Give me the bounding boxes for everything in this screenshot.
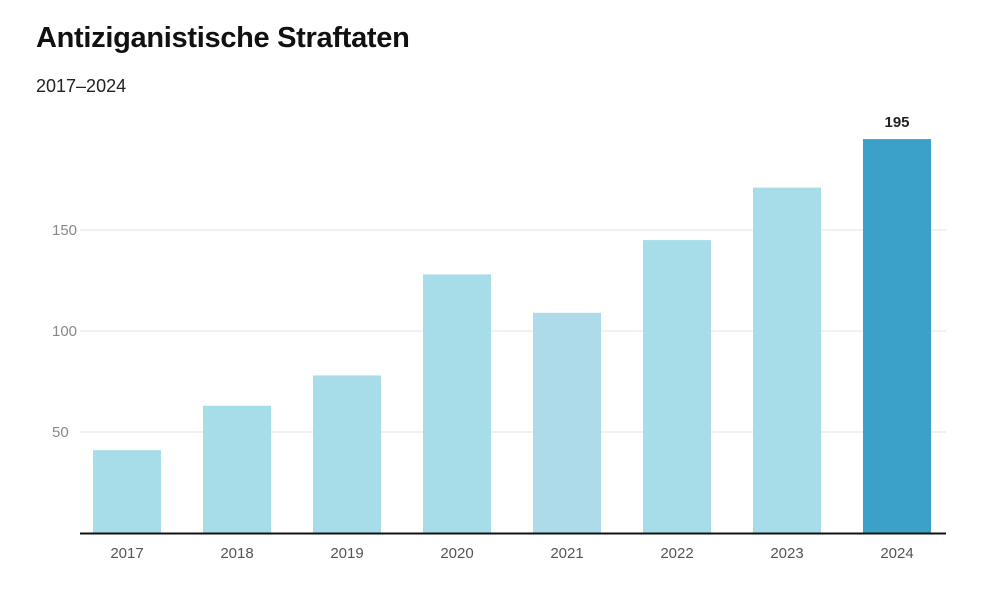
x-tick-label-2018: 2018 bbox=[220, 545, 253, 562]
y-tick-label-100: 100 bbox=[52, 323, 77, 340]
x-tick-label-2019: 2019 bbox=[330, 545, 363, 562]
data-label-2024: 195 bbox=[884, 114, 909, 131]
bar-2022 bbox=[643, 240, 711, 533]
x-tick-label-2021: 2021 bbox=[550, 545, 583, 562]
bars bbox=[93, 139, 931, 533]
y-tick-label-50: 50 bbox=[52, 424, 69, 441]
y-tick-label-150: 150 bbox=[52, 222, 77, 239]
bar-2020 bbox=[423, 274, 491, 533]
x-tick-label-2022: 2022 bbox=[660, 545, 693, 562]
bar-2018 bbox=[203, 405, 271, 533]
labels: 50 100 150 2017 2018 2019 2020 2021 2022 2023 2024… bbox=[52, 114, 914, 562]
bar-2023 bbox=[753, 187, 821, 533]
bar-2017 bbox=[93, 450, 161, 533]
x-tick-label-2017: 2017 bbox=[110, 545, 143, 562]
bar-2019 bbox=[313, 375, 381, 533]
x-tick-label-2023: 2023 bbox=[770, 545, 803, 562]
x-tick-label-2024: 2024 bbox=[880, 545, 913, 562]
chart-title: Antiziganistische Straftaten bbox=[36, 22, 410, 54]
x-tick-label-2020: 2020 bbox=[440, 545, 473, 562]
bar-2024 bbox=[863, 139, 931, 533]
bar-2021 bbox=[533, 312, 601, 533]
chart-subtitle: 2017–2024 bbox=[36, 76, 127, 96]
